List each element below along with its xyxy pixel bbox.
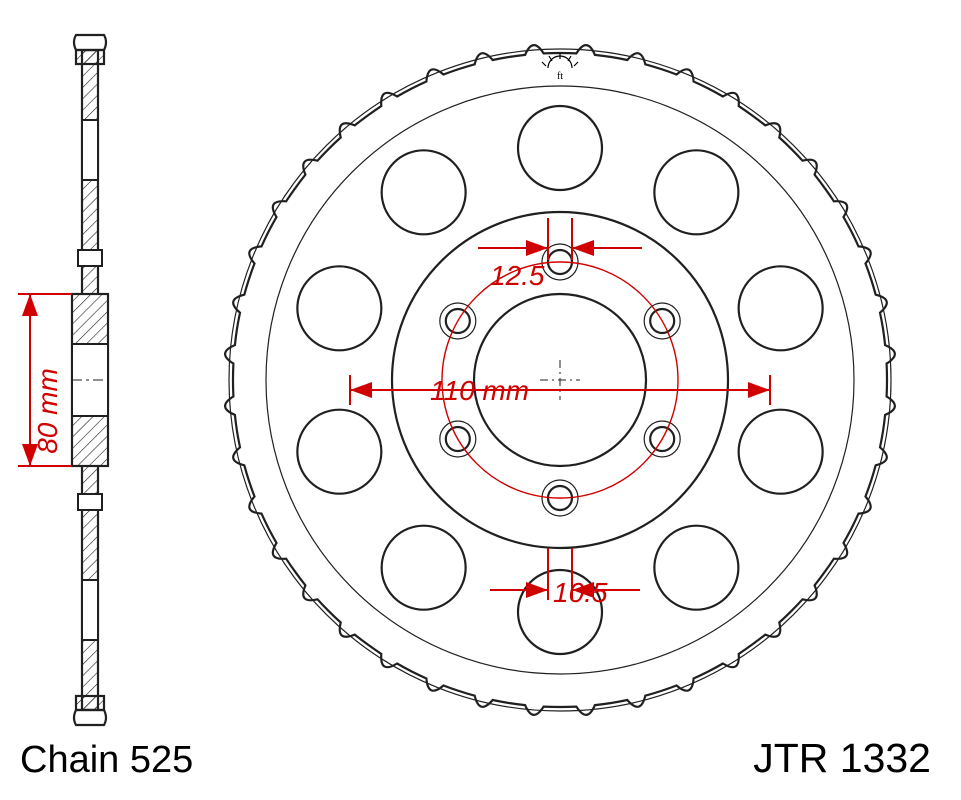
part-number-label: JTR 1332: [753, 735, 931, 782]
dim-105-label: 10.5: [553, 577, 608, 609]
dim-125-label: 12.5: [490, 260, 545, 292]
dim-80-label: 80 mm: [32, 368, 64, 454]
chain-spec-label: Chain 525: [20, 739, 193, 782]
svg-text:ft: ft: [557, 71, 563, 82]
dim-110-label: 110 mm: [430, 375, 529, 407]
side-profile: [72, 35, 108, 725]
sprocket-front-view: [225, 45, 895, 715]
drawing-canvas: ft Chain 525 JTR 1332 80 mm 110 mm 12.5 …: [0, 0, 961, 800]
